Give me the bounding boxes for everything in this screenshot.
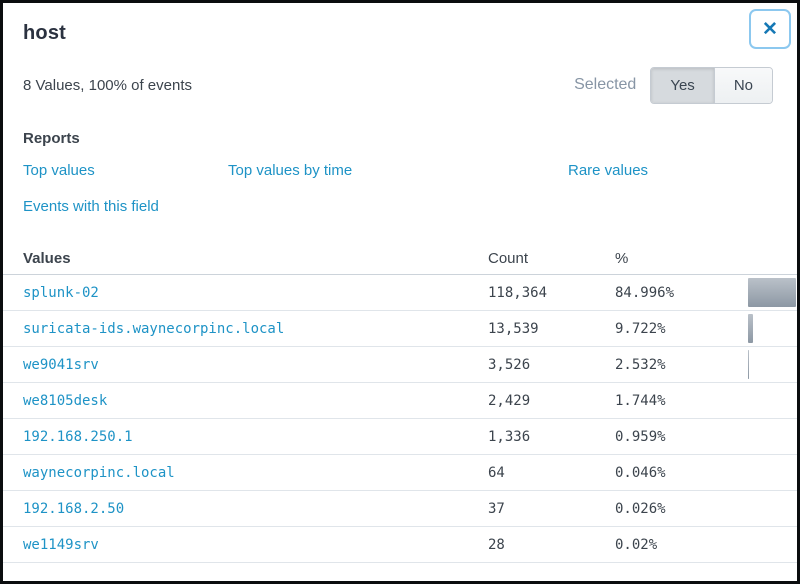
values-table-header: Values Count % <box>3 243 797 275</box>
table-row: splunk-02 118,364 84.996% <box>3 275 797 311</box>
percent-bar-cell <box>748 311 797 346</box>
close-icon: ✕ <box>762 18 778 40</box>
count-cell: 13,539 <box>488 320 539 337</box>
percent-bar-cell <box>748 275 797 310</box>
selected-no-button[interactable]: No <box>713 67 772 103</box>
value-cell: waynecorpinc.local <box>3 465 488 481</box>
count-cell: 2,429 <box>488 392 531 409</box>
selected-yes-button[interactable]: Yes <box>651 67 714 103</box>
percent-bar <box>748 278 796 307</box>
percent-cell: 0.026% <box>615 500 666 517</box>
value-cell: 192.168.2.50 <box>3 501 488 517</box>
header-percent: % <box>615 250 629 267</box>
field-value-link[interactable]: waynecorpinc.local <box>23 464 175 481</box>
header-count: Count <box>488 250 529 267</box>
table-row: we8105desk 2,429 1.744% <box>3 383 797 419</box>
dialog-title: host <box>23 22 67 44</box>
percent-bar <box>748 350 749 379</box>
field-value-link[interactable]: 192.168.250.1 <box>23 428 133 445</box>
field-value-link[interactable]: suricata-ids.waynecorpinc.local <box>23 320 285 337</box>
selected-toggle-group: Selected Yes No <box>574 66 773 104</box>
report-link-top-values-by-time[interactable]: Top values by time <box>228 162 353 179</box>
percent-bar-cell <box>748 527 797 562</box>
field-summary-text: 8 Values, 100% of events <box>23 76 192 94</box>
count-cell: 1,336 <box>488 428 531 445</box>
percent-bar-cell <box>748 347 797 382</box>
percent-bar-cell <box>748 491 797 526</box>
report-link-top-values[interactable]: Top values <box>23 162 95 179</box>
percent-cell: 0.959% <box>615 428 666 445</box>
table-row: 192.168.2.50 37 0.026% <box>3 491 797 527</box>
percent-cell: 84.996% <box>615 284 675 301</box>
selected-label: Selected <box>574 76 637 93</box>
count-cell: 64 <box>488 464 505 481</box>
selected-segmented-control: Yes No <box>650 66 773 104</box>
value-cell: 192.168.250.1 <box>3 429 488 445</box>
field-value-link[interactable]: 192.168.2.50 <box>23 500 125 517</box>
field-value-link[interactable]: we9041srv <box>23 356 99 373</box>
value-cell: splunk-02 <box>3 285 488 301</box>
value-cell: we9041srv <box>3 357 488 373</box>
percent-cell: 2.532% <box>615 356 666 373</box>
field-value-link[interactable]: we1149srv <box>23 536 99 553</box>
percent-cell: 9.722% <box>615 320 666 337</box>
table-row: 192.168.250.1 1,336 0.959% <box>3 419 797 455</box>
table-row: we1149srv 28 0.02% <box>3 527 797 563</box>
percent-cell: 0.02% <box>615 536 658 553</box>
percent-bar-cell <box>748 419 797 454</box>
field-value-link[interactable]: we8105desk <box>23 392 108 409</box>
report-links-row: Top values Top values by time Rare value… <box>23 161 797 181</box>
report-link-events-with-this-field[interactable]: Events with this field <box>23 198 159 215</box>
report-links-row-2: Events with this field <box>23 197 797 217</box>
count-cell: 28 <box>488 536 505 553</box>
table-row: we9041srv 3,526 2.532% <box>3 347 797 383</box>
percent-cell: 0.046% <box>615 464 666 481</box>
reports-heading: Reports <box>23 130 80 147</box>
percent-bar <box>748 314 753 343</box>
table-row: suricata-ids.waynecorpinc.local 13,539 9.7… <box>3 311 797 347</box>
close-button[interactable]: ✕ <box>749 9 791 49</box>
table-row: waynecorpinc.local 64 0.046% <box>3 455 797 491</box>
count-cell: 37 <box>488 500 505 517</box>
values-table: Values Count % splunk-02 118,364 84.996% su… <box>3 243 797 563</box>
percent-cell: 1.744% <box>615 392 666 409</box>
table-body: splunk-02 118,364 84.996% suricata-ids.wayn… <box>3 275 797 563</box>
header-values: Values <box>23 250 71 267</box>
field-value-link[interactable]: splunk-02 <box>23 284 99 301</box>
value-cell: suricata-ids.waynecorpinc.local <box>3 321 488 337</box>
meta-row: 8 Values, 100% of events Selected Yes No <box>23 65 773 105</box>
count-cell: 118,364 <box>488 284 548 301</box>
value-cell: we8105desk <box>3 393 488 409</box>
percent-bar-cell <box>748 455 797 490</box>
percent-bar-cell <box>748 383 797 418</box>
count-cell: 3,526 <box>488 356 531 373</box>
report-link-rare-values[interactable]: Rare values <box>568 162 649 179</box>
value-cell: we1149srv <box>3 537 488 553</box>
